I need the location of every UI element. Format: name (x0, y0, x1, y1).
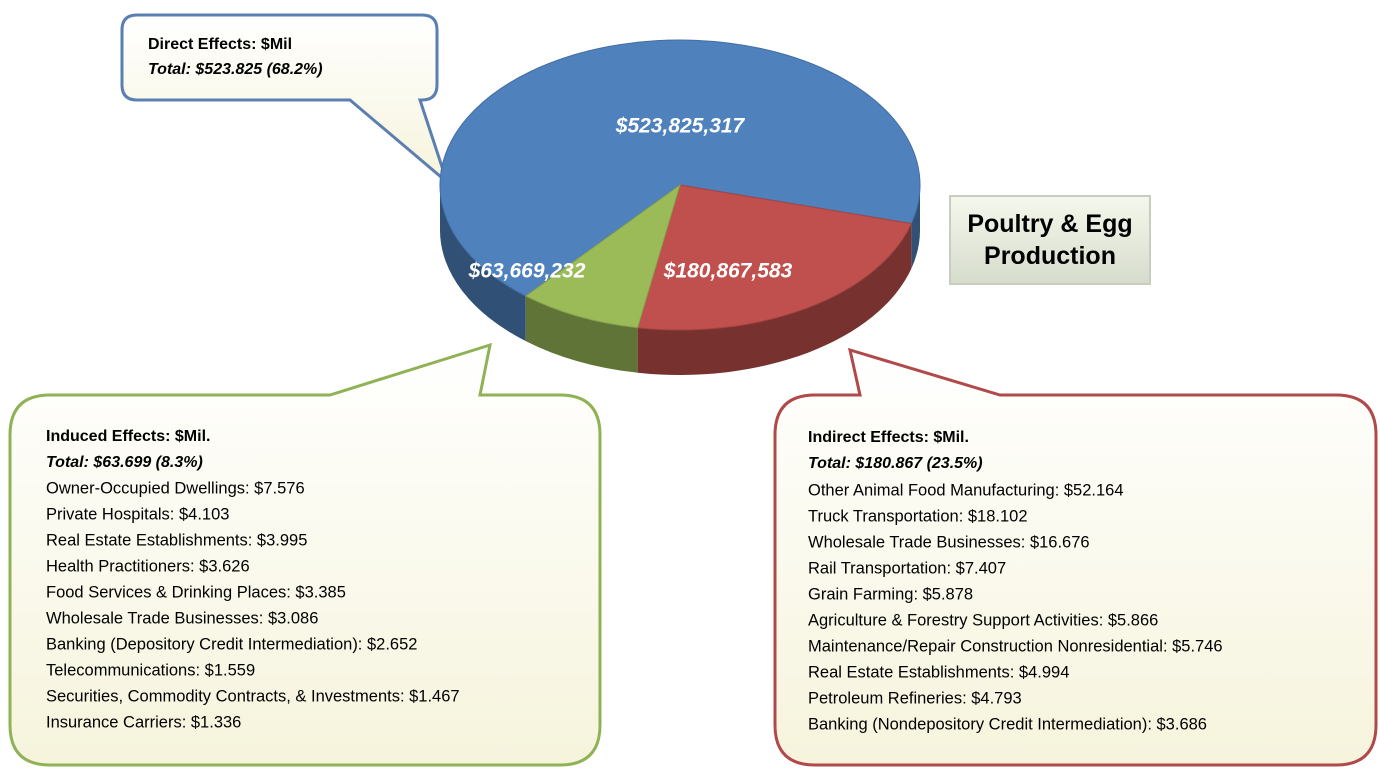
slice (524, 183, 681, 329)
slice-side (440, 185, 526, 342)
callout-item: Real Estate Establishments: $4.994 (808, 663, 1069, 681)
callout-item: Truck Transportation: $18.102 (808, 507, 1028, 525)
callout-item: Banking (Depository Credit Intermediatio… (46, 635, 417, 653)
callout-item: Real Estate Establishments: $3.995 (46, 531, 307, 549)
callout-item: Food Services & Drinking Places: $3.385 (46, 583, 346, 601)
callout-item: Other Animal Food Manufacturing: $52.164 (808, 481, 1124, 499)
slice (636, 184, 913, 331)
callout-heading: Direct Effects: $Mil (148, 36, 292, 53)
callout-indirect (773, 347, 1378, 767)
callout-item: Wholesale Trade Businesses: $16.676 (808, 533, 1090, 551)
callout-direct (120, 13, 451, 187)
callout-heading: Induced Effects: $Mil. (46, 428, 210, 445)
callout-item: Insurance Carriers: $1.336 (46, 713, 241, 731)
data-label: $180,867,583 (663, 260, 793, 283)
slice (439, 39, 921, 297)
callout-item: Securities, Commodity Contracts, & Inves… (46, 687, 460, 705)
callout-item: Owner-Occupied Dwellings: $7.576 (46, 479, 305, 497)
callout-item: Banking (Nondepository Credit Intermedia… (808, 715, 1207, 733)
data-label: $63,669,232 (468, 260, 586, 283)
pie: $523,825,317 $180,867,583 $63,669,232 (439, 39, 921, 376)
callout-item: Rail Transportation: $7.407 (808, 559, 1006, 577)
callout-item: Private Hospitals: $4.103 (46, 505, 229, 523)
callout-item: Telecommunications: $1.559 (46, 661, 255, 679)
chart-title: Poultry & Egg Production (967, 210, 1132, 270)
callout-heading: Indirect Effects: $Mil. (808, 429, 969, 446)
callout-item: Maintenance/Repair Construction Nonresid… (808, 637, 1223, 655)
callout-item: Agriculture & Forestry Support Activitie… (808, 611, 1158, 629)
slice-side (637, 223, 912, 376)
slice-side (525, 296, 638, 373)
callout-item: Wholesale Trade Businesses: $3.086 (46, 609, 318, 627)
callout-item: Grain Farming: $5.878 (808, 585, 973, 603)
callout-induced (8, 342, 602, 767)
callout-item: Petroleum Refineries: $4.793 (808, 689, 1022, 707)
data-label: $523,825,317 (615, 115, 746, 138)
callout-total: Total: $63.699 (8.3%) (46, 454, 203, 471)
callout-item: Health Practitioners: $3.626 (46, 557, 250, 575)
callout-total: Total: $523.825 (68.2%) (148, 61, 323, 78)
title-box (949, 195, 1151, 285)
callout-total: Total: $180.867 (23.5%) (808, 455, 983, 472)
